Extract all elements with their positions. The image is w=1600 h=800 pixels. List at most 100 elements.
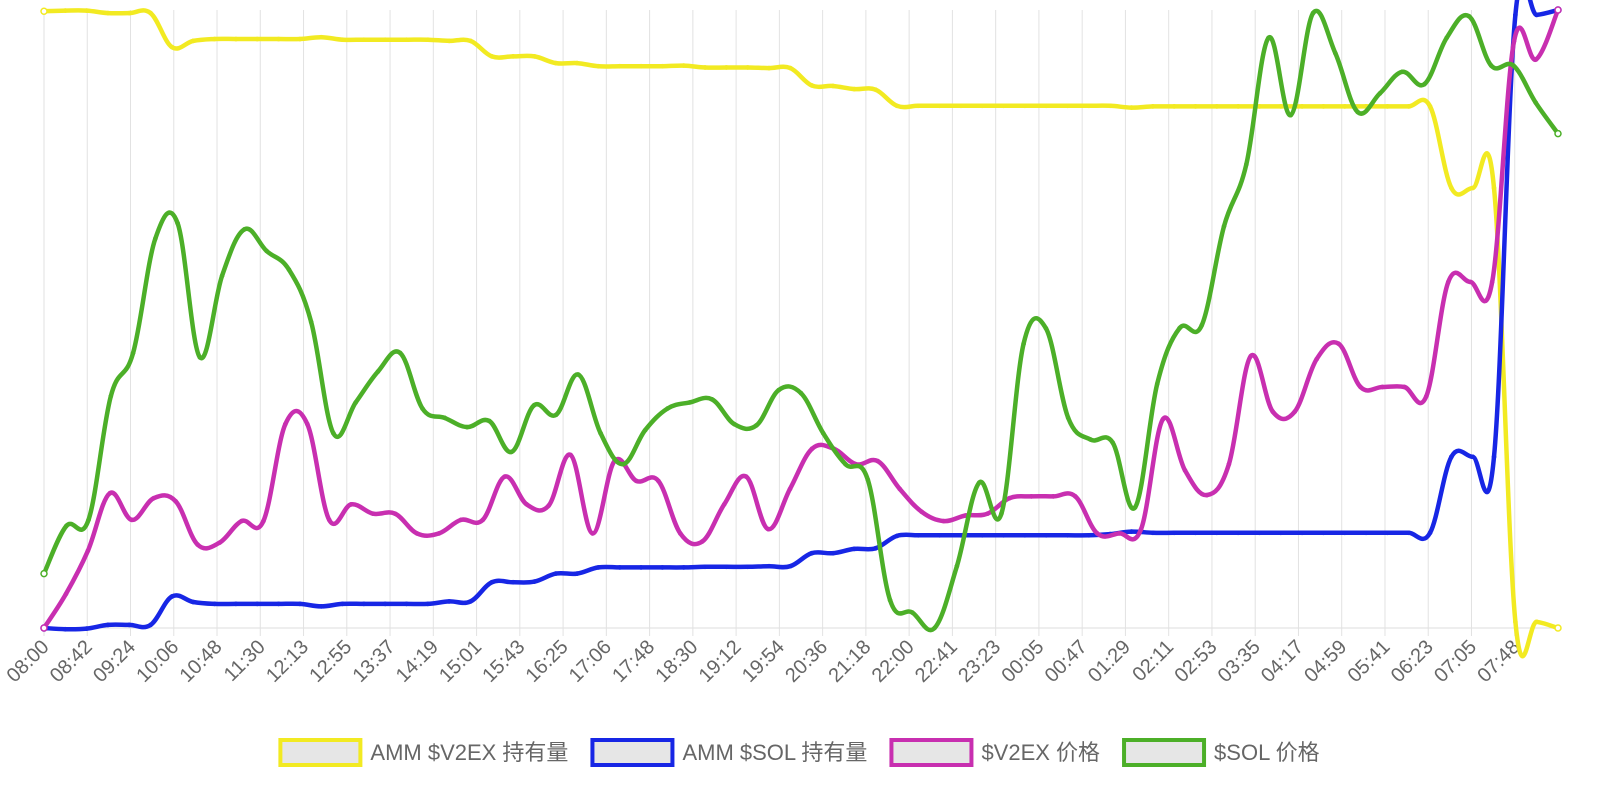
data-point	[787, 563, 793, 569]
data-point	[1257, 530, 1262, 536]
data-point	[148, 10, 153, 16]
data-point	[1385, 104, 1390, 109]
data-point	[233, 601, 239, 607]
data-point	[656, 478, 661, 484]
data-point	[190, 38, 196, 44]
data-point	[1533, 100, 1539, 106]
data-point	[468, 38, 473, 44]
data-point	[108, 393, 114, 399]
data-point	[1204, 492, 1210, 498]
data-point	[1321, 530, 1326, 536]
x-tick-label: 11:30	[220, 636, 270, 686]
data-point	[217, 540, 222, 546]
data-point	[553, 412, 559, 418]
data-point	[979, 532, 985, 538]
x-tick-label: 18:30	[651, 636, 702, 687]
data-point	[642, 427, 648, 433]
x-tick-label: 00:05	[997, 636, 1048, 687]
data-point	[1513, 619, 1518, 625]
data-point	[1021, 341, 1026, 347]
data-point	[915, 103, 921, 109]
data-point	[84, 626, 89, 631]
data-point	[1193, 530, 1198, 536]
data-point	[173, 498, 179, 504]
data-point	[875, 458, 881, 464]
data-point	[1534, 12, 1540, 18]
legend-item-0[interactable]: AMM $V2EX 持有量	[278, 738, 568, 767]
data-point	[617, 63, 623, 69]
data-point	[239, 518, 244, 524]
data-point	[489, 579, 495, 585]
legend-item-1[interactable]: AMM $SOL 持有量	[590, 738, 867, 767]
data-point	[1088, 437, 1093, 442]
data-point	[1423, 393, 1429, 399]
data-point	[596, 63, 601, 69]
data-point	[375, 369, 381, 374]
data-point	[1470, 454, 1476, 460]
data-point	[590, 531, 595, 536]
data-point	[999, 511, 1004, 517]
x-axis-ticks: 08:0008:4209:2410:0610:4811:3012:1312:55…	[3, 636, 1525, 687]
x-tick-label: 08:42	[46, 636, 97, 687]
data-point	[425, 601, 431, 607]
data-point	[86, 517, 91, 523]
data-point	[297, 601, 303, 607]
data-point	[212, 601, 217, 607]
data-point	[297, 36, 303, 42]
data-point	[1380, 384, 1385, 390]
data-point	[425, 37, 431, 43]
data-point	[304, 421, 310, 427]
data-point	[873, 545, 878, 551]
data-point	[553, 60, 559, 66]
data-point	[1511, 63, 1516, 68]
legend[interactable]: AMM $V2EX 持有量 AMM $SOL 持有量 $V2EX 价格 $SOL 价格	[278, 738, 1320, 767]
data-point	[638, 565, 644, 570]
data-point	[1214, 530, 1220, 536]
data-point	[1336, 341, 1341, 347]
data-point	[958, 103, 964, 109]
legend-item-3[interactable]: $SOL 价格	[1122, 738, 1320, 767]
data-point	[1001, 532, 1006, 538]
data-point	[276, 36, 281, 42]
data-point	[1022, 103, 1028, 109]
data-point	[348, 502, 354, 507]
data-point	[1270, 409, 1276, 415]
legend-item-2[interactable]: $V2EX 价格	[889, 738, 1100, 767]
data-point	[1342, 530, 1348, 536]
data-point	[576, 372, 581, 377]
data-point	[1292, 409, 1298, 415]
data-point	[510, 54, 516, 59]
data-point	[242, 227, 247, 232]
x-tick-label: 21:18	[824, 636, 875, 687]
data-point	[1129, 529, 1134, 534]
x-tick-label: 17:06	[565, 636, 616, 687]
data-point	[532, 54, 537, 59]
data-point	[765, 526, 771, 532]
data-point	[1310, 10, 1316, 16]
data-point	[442, 415, 448, 421]
data-point	[62, 8, 68, 13]
legend-swatch	[278, 738, 363, 767]
data-point	[1491, 185, 1497, 191]
gridlines	[43, 10, 1558, 636]
x-tick-label: 10:06	[132, 636, 183, 687]
data-point	[1406, 104, 1412, 109]
x-tick-label: 23:23	[954, 636, 1005, 687]
data-point	[1065, 415, 1071, 421]
data-point	[1235, 530, 1241, 536]
x-tick-label: 10:48	[176, 636, 227, 687]
data-point	[85, 548, 91, 554]
series-lines	[40, 0, 1562, 659]
data-point	[486, 418, 492, 424]
x-tick-label: 12:13	[262, 636, 313, 687]
x-tick-label: 02:53	[1171, 636, 1222, 687]
data-point	[148, 622, 153, 628]
data-point	[954, 563, 960, 569]
data-point	[1171, 530, 1177, 536]
data-point	[1107, 103, 1113, 109]
data-point	[976, 480, 982, 486]
x-tick-label: 04:17	[1257, 636, 1308, 687]
data-point	[169, 44, 175, 50]
data-point	[731, 421, 737, 427]
data-point	[1007, 495, 1012, 501]
